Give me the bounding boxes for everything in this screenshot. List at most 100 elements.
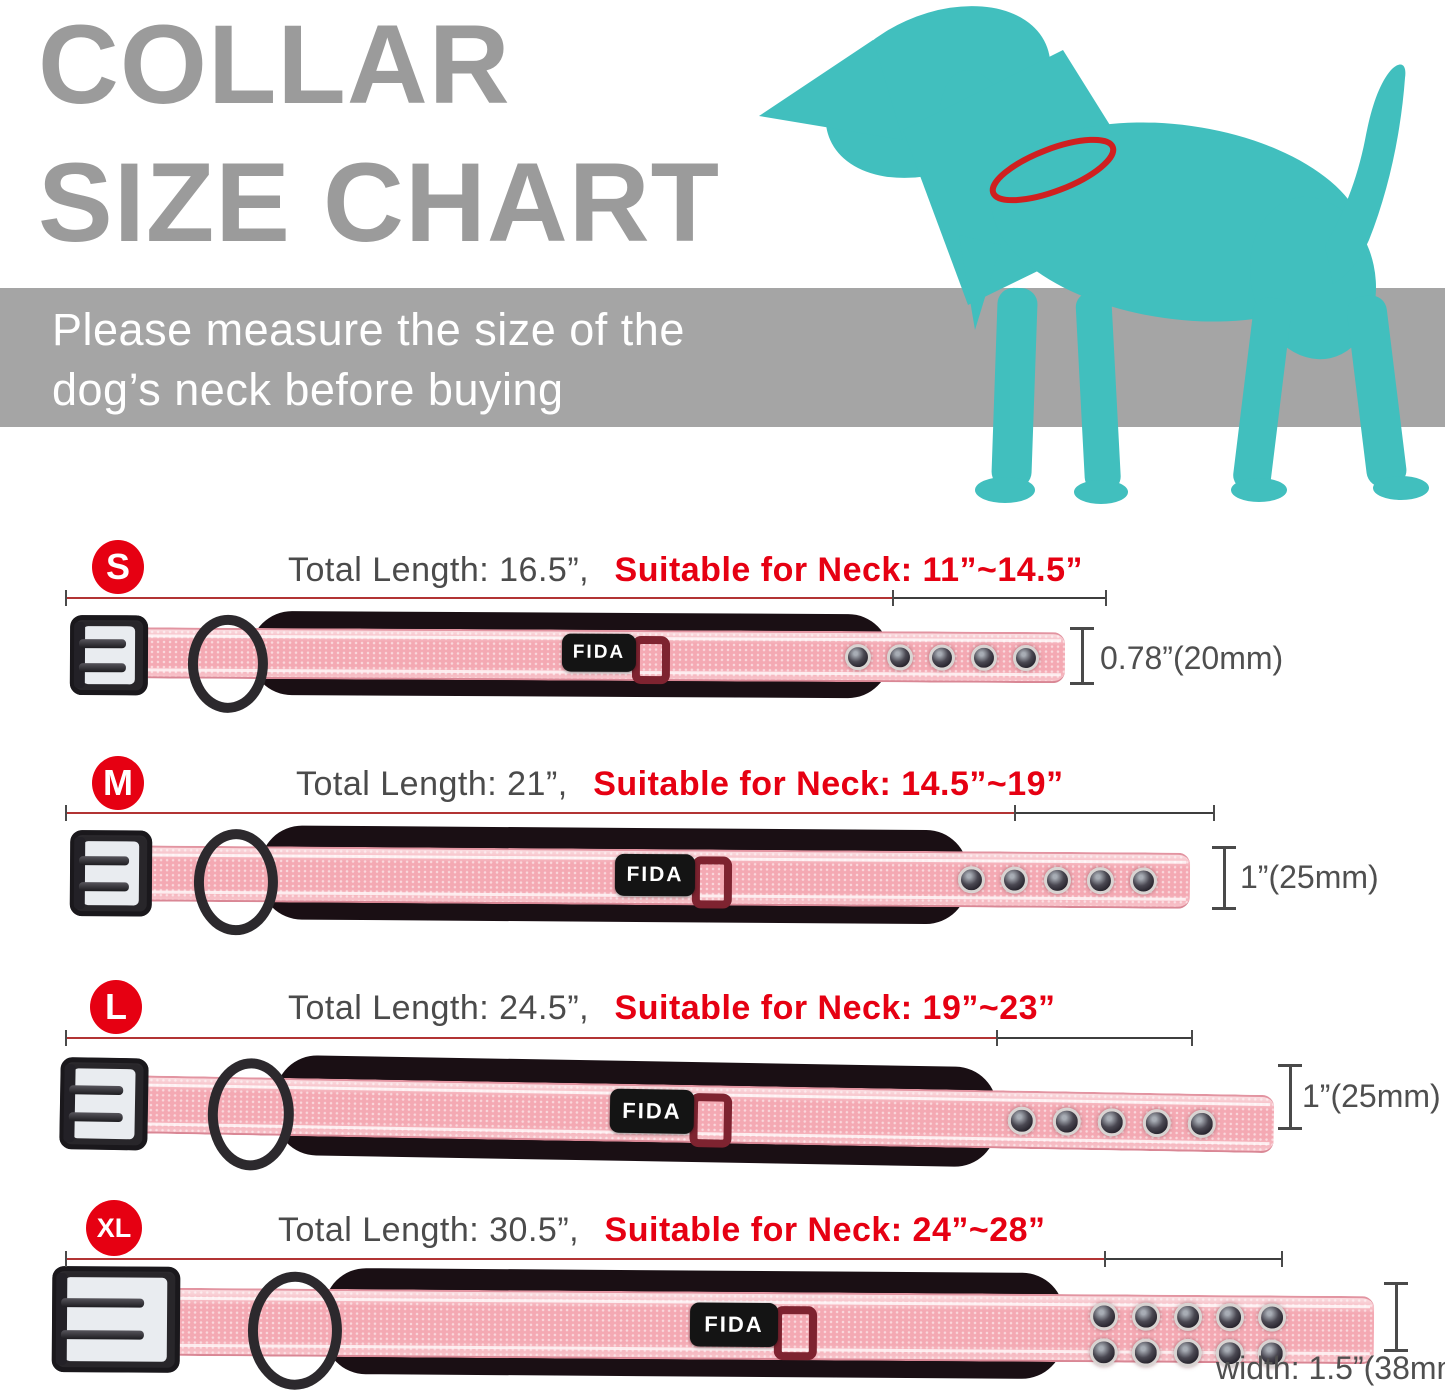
row-l-measure-segment-red (65, 1037, 997, 1039)
collar-s-buckle-post (73, 622, 86, 689)
row-xl-tick-right (1281, 1251, 1283, 1267)
size-badge-s: S (92, 540, 144, 594)
size-badge-xl: XL (86, 1200, 142, 1256)
dog-front-leg-2 (1075, 291, 1121, 492)
collar-xl-buckle-prong (60, 1329, 145, 1340)
eyelet-hole (1173, 1302, 1203, 1332)
row-s-total-length: Total Length: 16.5”, (288, 551, 590, 589)
dog-front-foot-1 (975, 477, 1035, 503)
collar-l-buckle-post (63, 1064, 76, 1143)
row-l-width-label: 1”(25mm) (1302, 1078, 1441, 1114)
row-m-width-label: 1”(25mm) (1240, 859, 1379, 895)
size-badge-l: L (90, 980, 142, 1034)
collar-photo-xl: FIDA (51, 1262, 1378, 1391)
collar-xl-tag-loop (773, 1306, 818, 1361)
collar-m-eyelets (957, 866, 1158, 895)
collar-s-tag-loop (631, 635, 671, 685)
collar-l-buckle-prong (69, 1084, 124, 1095)
collar-xl-brand-tag: FIDA (689, 1302, 779, 1348)
collar-l-eyelets (1007, 1106, 1217, 1139)
row-m-neck-range: Suitable for Neck: 14.5”~19” (593, 765, 1064, 803)
collar-l-tag-loop (689, 1092, 733, 1148)
dog-front-foot-2 (1074, 480, 1128, 504)
eyelet-hole (1043, 866, 1072, 894)
measure-note-text: Please measure the size of the dog’s nec… (52, 300, 685, 420)
dog-neck-collar-outline (989, 136, 1117, 204)
row-xl-width-bracket (1384, 1282, 1408, 1352)
dog-tail (1325, 64, 1406, 285)
collar-s-buckle-prong (78, 663, 127, 673)
collar-xl-buckle-post (55, 1273, 68, 1366)
row-xl-tick-mid (1104, 1251, 1106, 1267)
eyelet-hole (1173, 1338, 1202, 1368)
row-xl-measure-line (65, 1251, 1283, 1267)
row-s-width-label: 0.78”(20mm) (1100, 640, 1284, 676)
row-xl-tick-left (65, 1251, 67, 1267)
row-l-width-bracket (1278, 1064, 1302, 1130)
dog-front-leg-1 (991, 287, 1038, 489)
measure-note-line1: Please measure the size of the (52, 304, 685, 355)
collar-s-buckle-prong (79, 639, 127, 649)
dog-muzzle (759, 40, 903, 140)
collar-l-brand-tag: FIDA (609, 1088, 695, 1135)
eyelet-hole (1129, 867, 1158, 895)
collar-photo-s: FIDA (69, 602, 1076, 714)
row-l-tick-left (65, 1030, 67, 1046)
page-title-line1: COLLAR (38, 2, 511, 127)
eyelet-hole (1000, 866, 1029, 894)
eyelet-hole (1215, 1303, 1245, 1332)
eyelet-hole (886, 644, 914, 671)
measure-note-line2: dog’s neck before buying (52, 363, 564, 415)
row-m-tick-right (1213, 805, 1215, 821)
row-s-measure-segment-dark (893, 597, 1107, 599)
dog-chest-fur (959, 235, 1001, 330)
row-xl-neck-range: Suitable for Neck: 24”~28” (604, 1211, 1046, 1249)
collar-m-brand-tag: FIDA (614, 853, 696, 897)
eyelet-hole (1142, 1108, 1172, 1138)
row-l-measure-line (65, 1030, 1193, 1046)
row-s-measure-line (65, 590, 1107, 606)
page-title-line2: SIZE CHART (38, 139, 720, 265)
collar-xl-buckle-prong (61, 1297, 145, 1308)
eyelet-hole (957, 866, 986, 894)
size-badge-m: M (92, 756, 144, 810)
collar-xl-buckle-window (64, 1277, 168, 1362)
row-s-labels: Total Length: 16.5”, Suitable for Neck: … (288, 551, 1083, 590)
collar-l-buckle-window (72, 1068, 136, 1140)
row-xl-measure-segment-red (65, 1258, 1105, 1260)
eyelet-hole (970, 644, 998, 671)
eyelet-hole (1052, 1107, 1082, 1136)
collar-photo-m: FIDA (69, 818, 1201, 936)
eyelet-hole (1089, 1338, 1118, 1367)
collar-l-d-ring (206, 1057, 295, 1172)
eyelet-hole (1257, 1303, 1287, 1332)
collar-s-buckle-window (82, 626, 136, 685)
row-m-tick-mid (1014, 805, 1016, 821)
eyelet-hole (1086, 867, 1115, 895)
collar-s-brand-tag: FIDA (561, 633, 637, 672)
eyelet-hole (1097, 1108, 1127, 1137)
page-title: COLLAR SIZE CHART (38, 0, 720, 272)
row-s-measure-segment-red (65, 597, 893, 599)
row-s-width-bracket (1070, 627, 1094, 685)
row-l-total-length: Total Length: 24.5”, (288, 989, 590, 1027)
collar-xl-d-ring (247, 1271, 343, 1391)
collar-s-d-ring (187, 614, 269, 714)
dog-rear-foot-2 (1373, 476, 1429, 500)
row-m-labels: Total Length: 21”, Suitable for Neck: 14… (296, 765, 1064, 804)
row-m-measure-segment-red (65, 812, 1015, 814)
row-m-measure-line (65, 805, 1215, 821)
row-s-tick-right (1105, 590, 1107, 606)
collar-l-buckle (59, 1057, 149, 1151)
collar-m-buckle (69, 830, 153, 917)
dog-silhouette (759, 6, 1429, 504)
row-m-measure-segment-dark (1015, 812, 1215, 814)
row-s-neck-range: Suitable for Neck: 11”~14.5” (614, 551, 1084, 589)
eyelet-hole (1089, 1302, 1119, 1331)
dog-rear-leg-2 (1346, 295, 1407, 488)
collar-l-buckle-prong (68, 1112, 124, 1123)
collar-m-buckle-window (82, 841, 140, 906)
collar-photo-l: FIDA (59, 1045, 1281, 1181)
collar-m-buckle-prong (78, 881, 129, 892)
